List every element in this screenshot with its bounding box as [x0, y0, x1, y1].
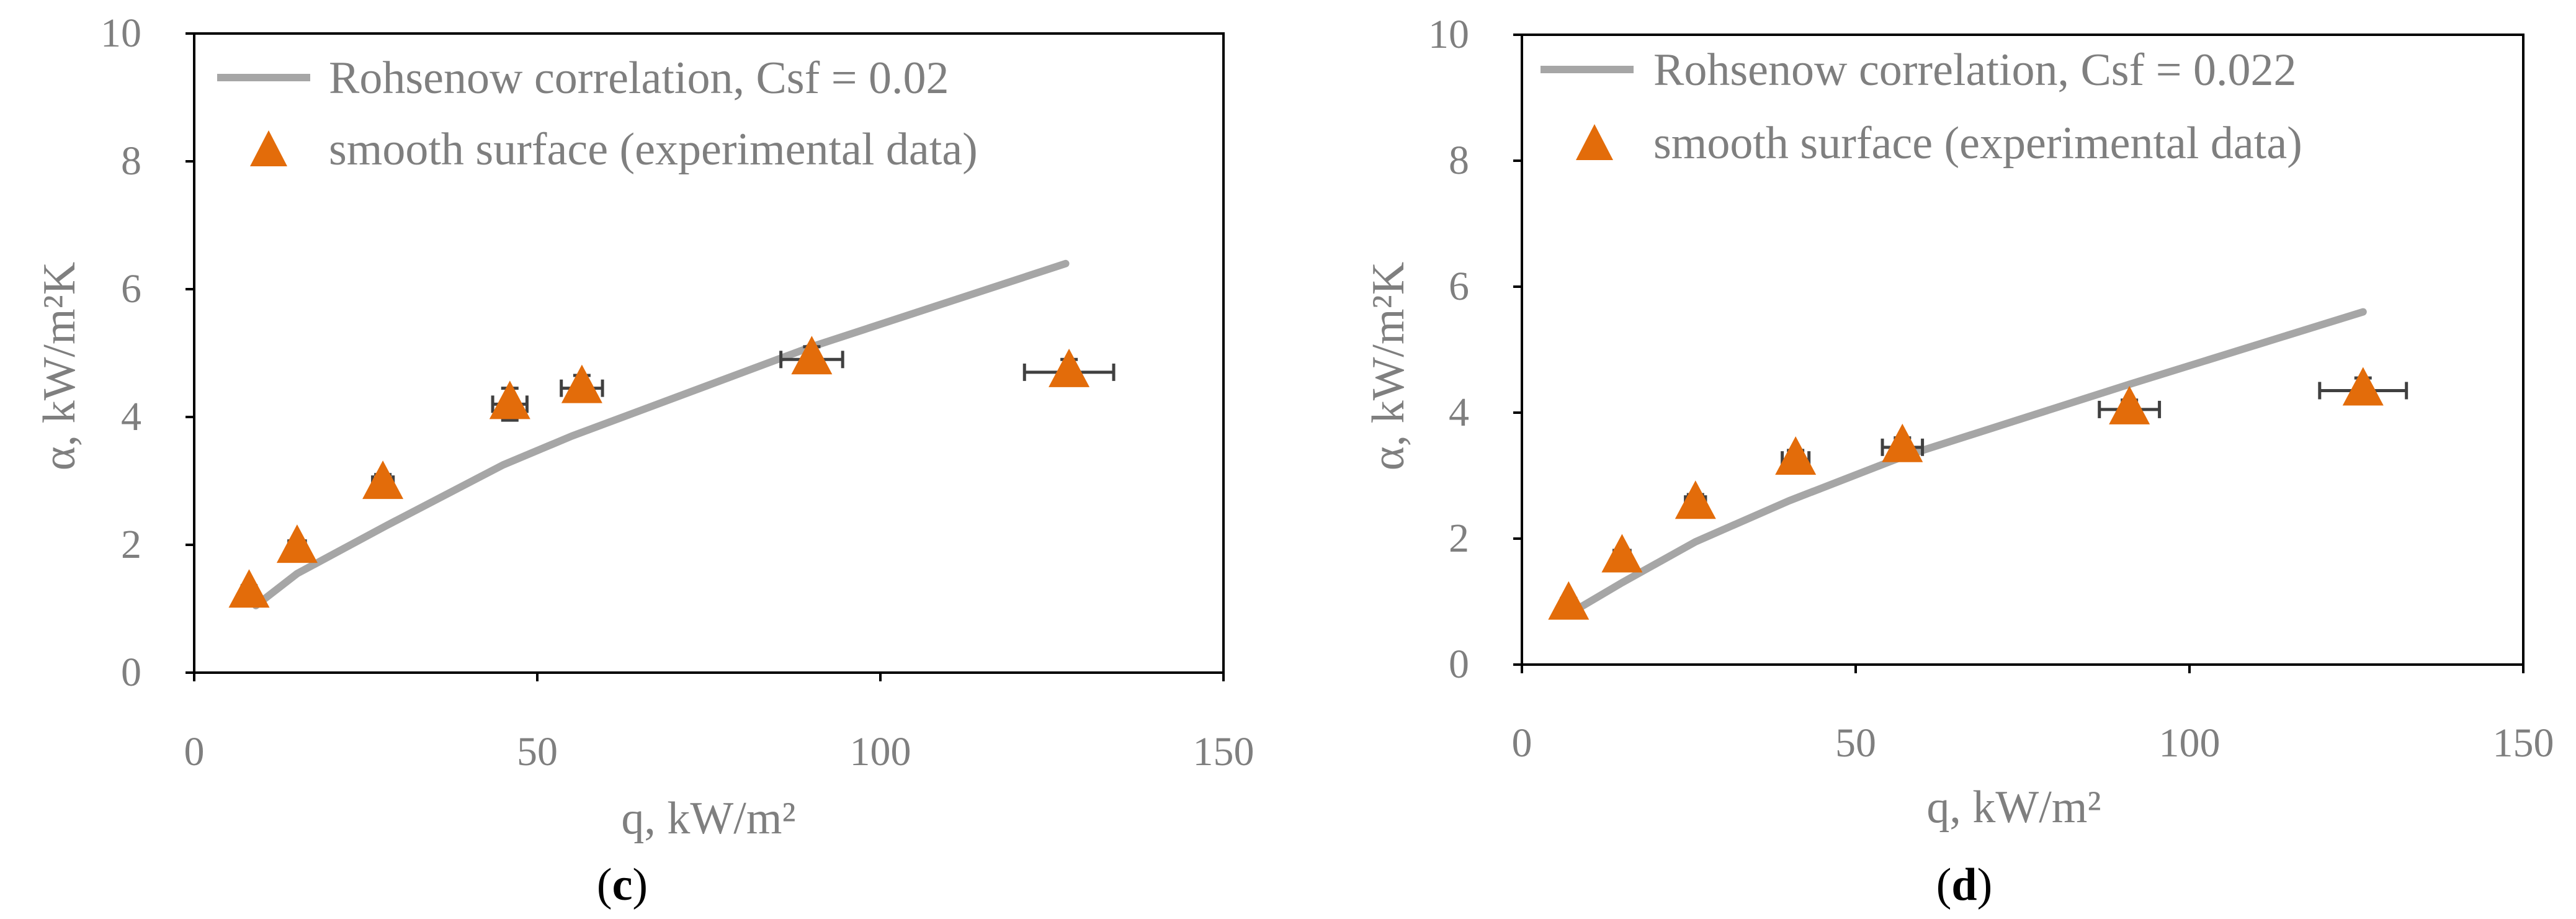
- data-point-triangle: [2342, 367, 2384, 406]
- plot-frame: [1521, 34, 2525, 666]
- y-axis-tick-labels: 0 2 4 6 8 10: [1428, 12, 1469, 687]
- legend-label-line: Rohsenow correlation, Csf = 0.02: [329, 53, 949, 104]
- data-point-triangle: [1049, 348, 1090, 387]
- y-axis-title: α, kW/m²K: [34, 262, 85, 470]
- panel-label: (c): [597, 859, 648, 910]
- y-tick-label: 2: [121, 522, 141, 567]
- x-tick-label: 100: [850, 729, 911, 774]
- data-point-triangle: [2109, 385, 2150, 424]
- data-point-triangle: [489, 380, 530, 419]
- legend: Rohsenow correlation, Csf = 0.022 smooth…: [1541, 45, 2302, 169]
- panel-label: (d): [1936, 859, 1992, 910]
- legend-label-line: Rohsenow correlation, Csf = 0.022: [1653, 45, 2296, 96]
- x-axis-title: q, kW/m²: [1926, 782, 2101, 833]
- plot-area: [186, 32, 1225, 681]
- y-axis-tick-labels: 0 2 4 6 8 10: [101, 11, 141, 695]
- legend-marker-swatch: [1576, 124, 1613, 160]
- legend: Rohsenow correlation, Csf = 0.02 smooth …: [217, 53, 978, 175]
- y-tick-label: 6: [1449, 264, 1469, 309]
- data-point-triangle: [1675, 480, 1716, 519]
- data-point-triangle: [228, 569, 270, 608]
- y-axis-title: α, kW/m²K: [1363, 262, 1414, 470]
- x-tick-label: 150: [2493, 720, 2554, 766]
- data-point-triangle: [1548, 581, 1590, 620]
- y-tick-label: 4: [121, 394, 141, 439]
- x-axis-tick-labels: 0 50 100 150: [184, 729, 1254, 774]
- data-point-triangle: [1601, 534, 1643, 573]
- data-point-triangle: [362, 460, 404, 500]
- y-tick-label: 2: [1449, 516, 1469, 561]
- x-tick-label: 0: [1512, 720, 1532, 766]
- x-tick-label: 100: [2159, 720, 2220, 766]
- x-tick-label: 0: [184, 729, 205, 774]
- y-tick-label: 8: [1449, 138, 1469, 183]
- x-tick-label: 50: [1835, 720, 1876, 766]
- y-tick-label: 0: [121, 650, 141, 695]
- chart-panel-c: 0 2 4 6 8 10 0 50 100 150 q, kW/m² α, kW…: [34, 11, 1254, 910]
- y-tick-label: 0: [1449, 642, 1469, 687]
- x-axis-title: q, kW/m²: [621, 793, 795, 844]
- series-line-rohsenow: [252, 259, 1070, 609]
- data-point-triangle: [1882, 423, 1923, 462]
- x-tick-label: 50: [517, 729, 558, 774]
- chart-panel-d: 0 2 4 6 8 10 0 50 100 150 q, kW/m² α, kW…: [1363, 12, 2554, 910]
- legend-marker-swatch: [250, 130, 287, 166]
- legend-label-marker: smooth surface (experimental data): [1653, 118, 2302, 169]
- x-axis-tick-labels: 0 50 100 150: [1512, 720, 2554, 766]
- data-point-triangle: [276, 524, 318, 563]
- plot-frame: [193, 32, 1225, 674]
- data-point-triangle: [561, 364, 602, 403]
- y-tick-label: 8: [121, 138, 141, 184]
- data-point-triangle: [1775, 436, 1817, 475]
- plot-area: [1513, 34, 2525, 673]
- legend-label-marker: smooth surface (experimental data): [329, 124, 978, 175]
- data-point-triangle: [791, 336, 833, 375]
- y-tick-label: 10: [101, 11, 141, 56]
- y-tick-label: 6: [121, 266, 141, 312]
- x-tick-label: 150: [1193, 729, 1254, 774]
- series-line-rohsenow: [1565, 308, 2367, 618]
- y-tick-label: 4: [1449, 390, 1469, 435]
- y-tick-label: 10: [1428, 12, 1469, 57]
